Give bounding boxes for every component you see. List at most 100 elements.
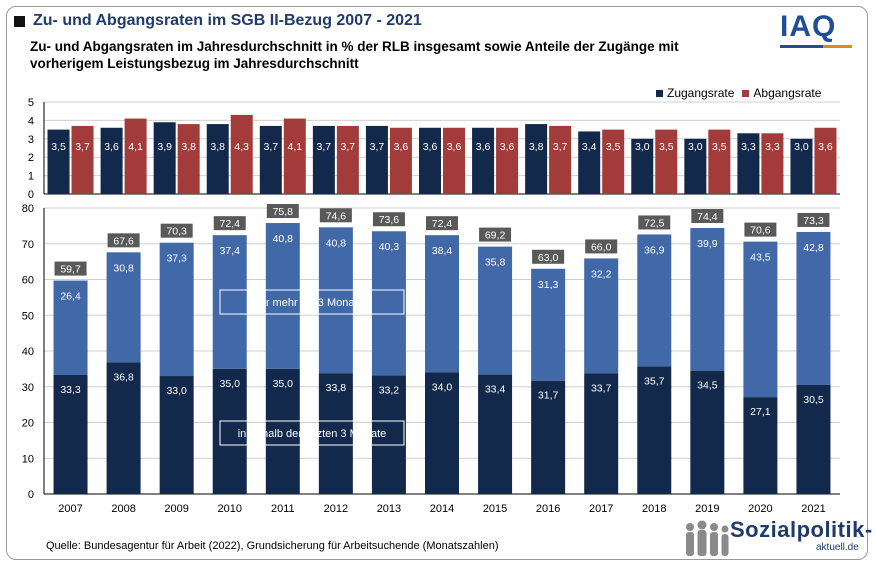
series-label-innerhalb: innerhalb der letzten 3 Monate [238,428,387,440]
total-value-label: 75,8 [273,206,294,218]
innerhalb-value-label: 36,8 [113,371,134,383]
zugangsrate-value-label: 3,3 [741,141,756,153]
innerhalb-value-label: 31,7 [538,390,559,402]
sozialpolitik-logo: Sozialpolitik- aktuell.de [682,517,872,559]
zugangsrate-value-label: 3,0 [794,141,809,153]
zugangsrate-bar [419,127,441,194]
vor-mehr-als-3-monaten-bar [53,280,88,375]
total-value-box [532,249,565,264]
innerhalb-3-monate-bar [425,372,459,494]
abgangsrate-value-label: 4,1 [287,141,302,153]
abgangsrate-bar [71,125,94,194]
iaq-logo: IAQ [780,10,854,48]
zugangsrate-bar [365,125,388,194]
year-axis-label: 2021 [801,503,825,515]
innerhalb-3-monate-bar [637,366,672,494]
total-value-box [372,212,405,227]
vor-mehr-als-3-monaten-bar [531,268,566,381]
innerhalb-3-monate-bar [159,376,194,494]
vor-mehr-value-label: 35,8 [485,257,506,269]
total-value-box [213,216,246,231]
abgangsrate-bar [761,133,784,194]
year-axis-label: 2010 [217,503,241,515]
zugangsrate-value-label: 3,0 [635,141,650,153]
zugangsrate-value-label: 3,5 [51,141,66,153]
year-axis-label: 2019 [695,503,719,515]
vor-mehr-value-label: 37,4 [220,245,241,257]
legend-label-zugang: Zugangsrate [667,86,735,100]
zugangsrate-bar [525,124,548,194]
abgangsrate-bar [655,129,678,194]
year-axis-label: 2015 [483,503,507,515]
innerhalb-3-monate-bar [106,362,141,494]
total-value-box [319,208,352,223]
legend: Zugangsrate Abgangsrate [656,86,829,100]
chart-subtitle: Zu- und Abgangsraten im Jahresdurchschni… [30,39,679,71]
innerhalb-value-label: 33,2 [379,384,400,396]
vor-mehr-value-label: 30,8 [113,262,134,274]
innerhalb-value-label: 33,3 [60,384,81,396]
year-axis-label: 2014 [430,503,454,515]
abgangsrate-value-label: 3,7 [75,141,90,153]
zugangsrate-value-label: 3,6 [476,141,491,153]
total-value-box [797,212,830,227]
abgangsrate-bar [230,114,253,194]
innerhalb-3-monate-bar [531,380,566,494]
innerhalb-value-label: 30,5 [803,394,824,406]
year-axis-label: 2011 [271,503,295,515]
vor-mehr-als-3-monaten-bar [371,231,406,376]
title-row: Zu- und Abgangsraten im SGB II-Bezug 200… [14,12,422,30]
bottom-ytick-label: 40 [22,346,34,358]
top-ytick-label: 3 [28,134,34,146]
total-value-box [160,223,193,238]
zugangsrate-bar [684,138,707,194]
total-value-label: 74,6 [326,210,347,222]
year-axis-label: 2012 [324,503,348,515]
sozialpolitik-logo-sub: aktuell.de [816,542,859,553]
innerhalb-3-monate-bar [690,370,725,494]
sozialpolitik-logo-text: Sozialpolitik- [730,517,873,542]
vor-mehr-als-3-monaten-bar [159,242,194,377]
vor-mehr-value-label: 42,8 [803,242,824,254]
abgangsrate-bar [389,127,412,194]
year-axis-label: 2013 [377,503,401,515]
year-axis-label: 2017 [589,503,613,515]
total-value-box [744,222,777,237]
total-value-box [426,216,458,231]
zugangsrate-bar [47,129,70,194]
iaq-logo-text: IAQ [780,10,837,43]
zugangsrate-bar [312,125,335,194]
title-bullet-icon [14,15,25,27]
year-axis-label: 2020 [748,503,772,515]
chart-title: Zu- und Abgangsraten im SGB II-Bezug 200… [33,12,422,29]
series-label-vor-mehr: vor mehr als 3 Monaten [254,297,370,309]
abgangsrate-value-label: 4,3 [234,141,249,153]
innerhalb-value-label: 27,1 [750,406,771,418]
total-value-label: 73,6 [379,214,400,226]
zugangsrate-value-label: 3,7 [317,141,332,153]
total-value-label: 72,4 [432,218,453,230]
abgangsrate-value-label: 3,6 [394,141,409,153]
bottom-ytick-label: 10 [22,453,34,465]
bottom-ytick-label: 70 [22,239,34,251]
abgangsrate-value-label: 3,6 [447,141,462,153]
zugangsrate-value-label: 3,6 [423,141,438,153]
innerhalb-value-label: 33,8 [326,382,347,394]
vor-mehr-value-label: 38,4 [432,245,453,257]
total-value-label: 72,4 [220,218,241,230]
zugangsrate-bar [259,125,282,194]
vor-mehr-als-3-monaten-bar [318,227,353,374]
zugangsrate-bar [153,122,176,194]
total-value-box [107,233,140,248]
total-value-box [691,209,724,224]
innerhalb-value-label: 35,0 [220,378,241,390]
bottom-ytick-label: 50 [22,310,34,322]
bottom-ytick-label: 80 [22,203,34,215]
legend-swatch-abgang [742,89,750,97]
zugangsrate-bar [737,133,760,194]
top-ytick-label: 1 [28,171,34,183]
bottom-ytick-label: 0 [28,489,34,501]
total-value-label: 59,7 [60,264,81,276]
total-value-box [638,215,671,230]
vor-mehr-als-3-monaten-bar [743,241,778,398]
